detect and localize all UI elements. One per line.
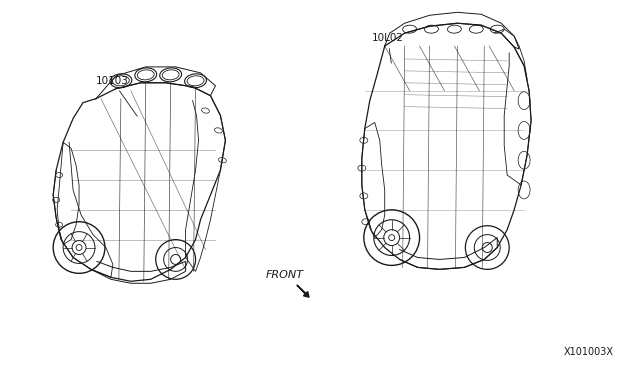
FancyArrow shape bbox=[297, 285, 309, 297]
Text: X101003X: X101003X bbox=[564, 347, 614, 357]
Text: 10L02: 10L02 bbox=[372, 33, 404, 63]
Text: FRONT: FRONT bbox=[265, 270, 303, 280]
Text: 10103: 10103 bbox=[96, 76, 137, 116]
